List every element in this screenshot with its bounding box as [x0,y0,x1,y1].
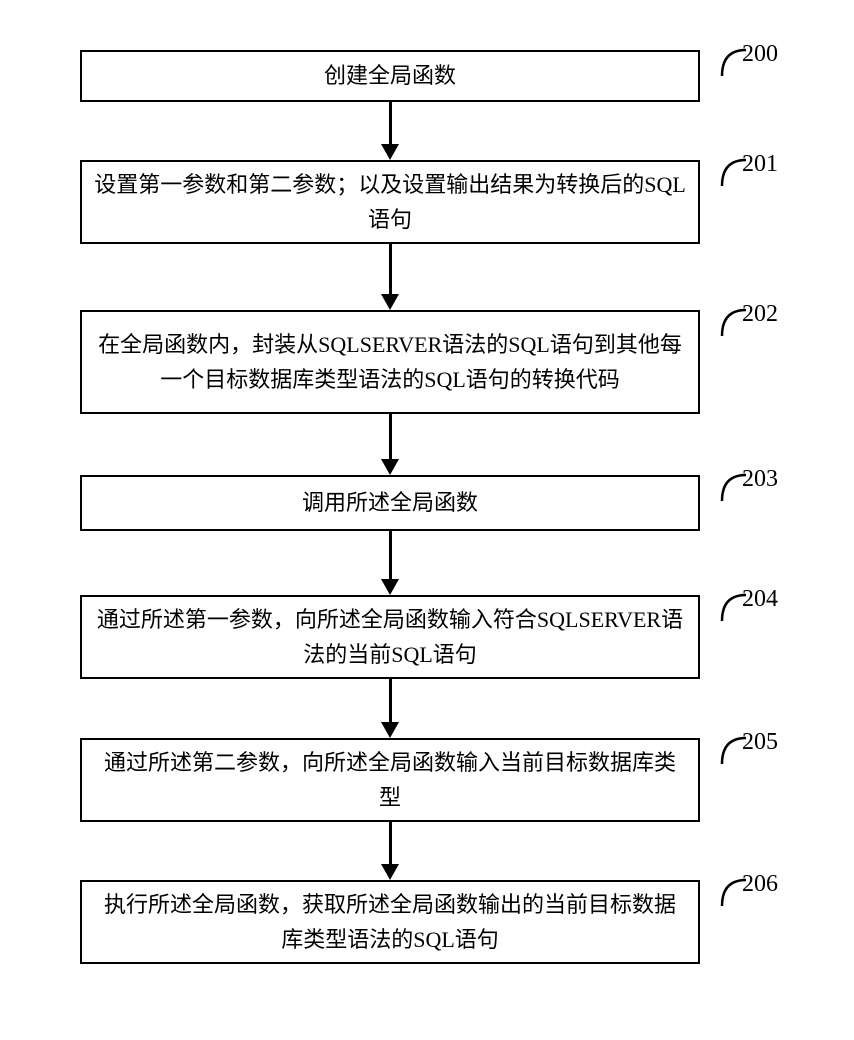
step-label-200: 200 [720,46,778,80]
step-label-202: 202 [720,306,778,340]
arrow-line [389,679,392,724]
arrow-head-icon [381,864,399,880]
arrow-line [389,531,392,581]
arrow-line [389,822,392,866]
step-number: 205 [742,729,778,756]
step-number: 203 [742,466,778,493]
step-200: 创建全局函数 [80,50,700,102]
step-number: 201 [742,151,778,178]
step-number: 200 [742,41,778,68]
step-box: 在全局函数内，封装从SQLSERVER语法的SQL语句到其他每一个目标数据库类型… [80,310,700,414]
step-label-205: 205 [720,734,778,768]
step-box: 创建全局函数 [80,50,700,102]
step-box: 执行所述全局函数，获取所述全局函数输出的当前目标数据库类型语法的SQL语句 [80,880,700,964]
step-box: 通过所述第二参数，向所述全局函数输入当前目标数据库类型 [80,738,700,822]
step-206: 执行所述全局函数，获取所述全局函数输出的当前目标数据库类型语法的SQL语句 [80,880,700,964]
arrow-line [389,244,392,296]
arrow-line [389,414,392,461]
step-label-206: 206 [720,876,778,910]
arrow-head-icon [381,144,399,160]
step-201: 设置第一参数和第二参数；以及设置输出结果为转换后的SQL语句 [80,160,700,244]
arrow-line [389,102,392,146]
step-202: 在全局函数内，封装从SQLSERVER语法的SQL语句到其他每一个目标数据库类型… [80,310,700,414]
step-label-201: 201 [720,156,778,190]
arrow-head-icon [381,459,399,475]
step-label-204: 204 [720,591,778,625]
step-number: 206 [742,871,778,898]
step-number: 204 [742,586,778,613]
step-box: 设置第一参数和第二参数；以及设置输出结果为转换后的SQL语句 [80,160,700,244]
arrow-head-icon [381,722,399,738]
step-label-203: 203 [720,471,778,505]
step-203: 调用所述全局函数 [80,475,700,531]
step-204: 通过所述第一参数，向所述全局函数输入符合SQLSERVER语法的当前SQL语句 [80,595,700,679]
step-number: 202 [742,301,778,328]
step-box: 调用所述全局函数 [80,475,700,531]
arrow-head-icon [381,579,399,595]
step-205: 通过所述第二参数，向所述全局函数输入当前目标数据库类型 [80,738,700,822]
flowchart-container: 创建全局函数 200 设置第一参数和第二参数；以及设置输出结果为转换后的SQL语句 2… [20,20,854,1020]
step-box: 通过所述第一参数，向所述全局函数输入符合SQLSERVER语法的当前SQL语句 [80,595,700,679]
arrow-head-icon [381,294,399,310]
